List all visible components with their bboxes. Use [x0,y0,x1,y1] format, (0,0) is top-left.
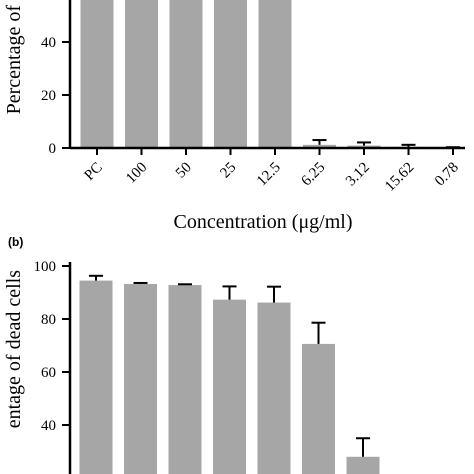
bars-group [80,0,425,148]
bar [169,0,203,148]
bar [124,284,157,474]
bar [302,343,335,474]
bar [80,0,114,148]
x-tick-label: PC [82,160,106,184]
y-tick-label: 80 [41,312,56,328]
x-tick-label: 100 [123,160,150,187]
bar [214,0,247,148]
y-tick-label: 40 [41,418,56,434]
x-tick-label: 3.12 [343,160,373,190]
y-tick-label: 60 [41,365,56,381]
y-ticks-group: 40 60 80 100 [34,259,70,434]
x-tick-label: 25 [217,160,239,182]
bar [79,280,113,474]
panel-label: (b) [8,235,23,249]
x-tick-label: 12.5 [254,160,284,190]
chart-panel-a: 0 20 40 PC 100 50 25 12.5 6.25 3.12 15.62 0.78 Per… [3,0,465,233]
x-ticks-group: PC 100 50 25 12.5 6.25 3.12 15.62 0.78 [82,148,462,195]
y-tick-label: 40 [41,35,56,51]
y-axis-title: entage of dead cells [3,270,25,428]
bars-group [79,280,380,474]
bar [346,456,380,474]
y-ticks-group: 0 20 40 [41,35,70,157]
bar [213,299,246,474]
y-tick-label: 20 [41,88,56,104]
bar [258,0,292,148]
y-axis-title: Percentage of [3,5,25,115]
x-tick-label: 50 [173,160,195,182]
bar [168,285,202,474]
y-tick-label: 100 [34,259,57,275]
x-tick-label: 6.25 [298,160,328,190]
bar [257,302,291,474]
bar [125,0,158,148]
error-bars-group [89,274,370,457]
y-tick-label: 0 [49,141,57,157]
bar [303,144,336,148]
x-tick-label: 0.78 [432,160,462,190]
x-axis-title: Concentration (μg/ml) [173,211,352,233]
x-tick-label: 15.62 [382,160,417,195]
chart-panel-b: (b) 40 60 80 100 entage of dead cells [3,235,380,474]
